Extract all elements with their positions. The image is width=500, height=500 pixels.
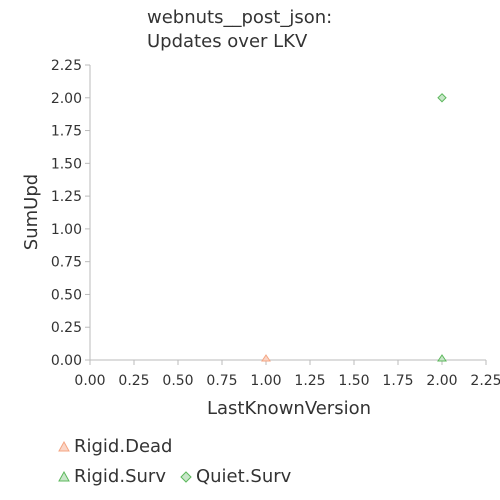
y-tick-label: 2.00 <box>51 91 82 107</box>
y-tick-label: 0.75 <box>51 255 82 271</box>
legend-marker-quiet-surv <box>180 470 192 483</box>
x-tick-label: 0.00 <box>74 373 105 389</box>
x-tick-label: 0.50 <box>162 373 193 389</box>
ticks: 0.00 0.25 0.50 0.75 1.00 1.25 1.50 1.75 2.00 2.25… <box>51 58 500 389</box>
y-tick-label: 0.00 <box>51 353 82 369</box>
chart-title-line-2: Updates over LKV <box>147 31 308 52</box>
legend-marker-rigid-dead <box>58 440 70 451</box>
legend-row-2: Rigid.Surv Quiet.Surv <box>58 466 291 487</box>
y-tick-label: 1.25 <box>51 189 82 205</box>
legend-label-rigid-dead: Rigid.Dead <box>74 436 173 457</box>
x-tick-label: 2.00 <box>426 373 457 389</box>
x-tick-label: 1.50 <box>338 373 369 389</box>
y-tick-label: 2.25 <box>51 58 82 74</box>
x-tick-label: 1.75 <box>382 373 413 389</box>
data-point-quiet-surv <box>437 93 447 103</box>
y-tick-label: 1.00 <box>51 222 82 238</box>
chart-title: webnuts__post_json: Updates over LKV <box>147 6 332 54</box>
legend-row-1: Rigid.Dead <box>58 436 172 457</box>
legend-marker-rigid-surv <box>58 470 70 481</box>
data-point-rigid-surv <box>437 354 447 362</box>
y-axis-label: SumUpd <box>21 174 42 250</box>
x-axis-label: LastKnownVersion <box>207 398 371 419</box>
x-tick-label: 0.25 <box>118 373 149 389</box>
chart-title-line-1: webnuts__post_json: <box>147 7 333 28</box>
y-tick-label: 1.50 <box>51 156 82 172</box>
y-tick-label: 1.75 <box>51 124 82 140</box>
y-tick-label: 0.25 <box>51 320 82 336</box>
x-tick-label: 1.25 <box>294 373 325 389</box>
y-tick-label: 0.50 <box>51 287 82 303</box>
data-points <box>261 93 447 362</box>
legend-label-quiet-surv: Quiet.Surv <box>195 466 292 487</box>
x-tick-label: 1.00 <box>250 373 281 389</box>
data-point-rigid-dead <box>261 354 271 362</box>
axes <box>89 65 486 361</box>
x-tick-label: 2.25 <box>470 373 500 389</box>
legend-label-rigid-surv: Rigid.Surv <box>74 466 166 487</box>
x-tick-label: 0.75 <box>206 373 237 389</box>
